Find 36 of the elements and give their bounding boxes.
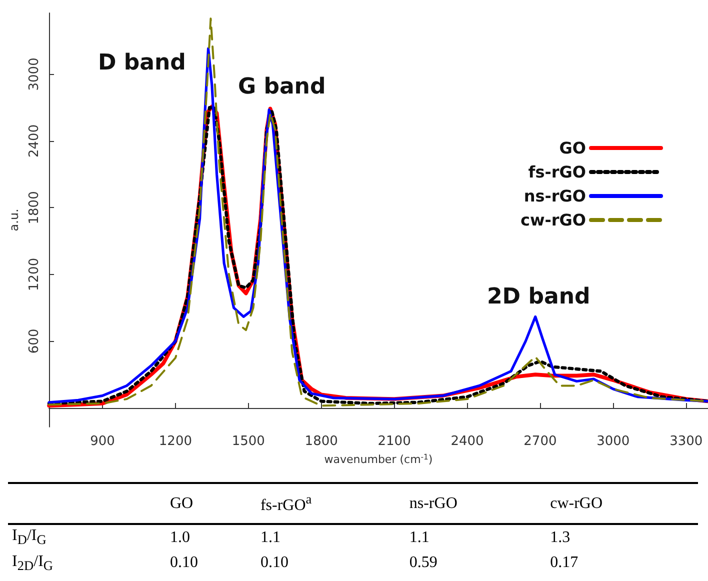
category-label: I$_{D}$/I$_{G}$ [12, 527, 46, 548]
legend-label: ns-rGO [524, 186, 586, 206]
y-tick-label: 1800 [27, 191, 42, 224]
legend-label: fs-rGO [528, 162, 586, 182]
text: 1.1 [260, 528, 280, 546]
y-tick-label: 1200 [27, 258, 42, 291]
x-tick-label: 900 [90, 434, 115, 449]
x-tick-label: 2100 [378, 434, 411, 449]
x-tick-label: 2400 [450, 434, 484, 449]
annotation: 2D band [487, 284, 590, 310]
y-tick-label: 3000 [27, 58, 42, 91]
x-tick-label: 3000 [596, 434, 630, 449]
y-tick-label: 600 [27, 328, 42, 354]
category-label: ns-rGO [409, 494, 458, 512]
text: 0.10 [260, 554, 288, 572]
text: 0.10 [170, 554, 198, 572]
annotation: G band [238, 74, 326, 100]
text: 0.59 [409, 554, 438, 572]
text: 1.3 [550, 528, 570, 546]
legend-label: cw-rGO [520, 210, 586, 230]
x-tick-label: 2700 [524, 434, 557, 449]
annotation: D band [98, 50, 186, 76]
legend-label: GO [559, 138, 586, 158]
x-tick-label: 3300 [670, 434, 703, 449]
y-tick-label: 2400 [27, 124, 42, 158]
text: 1.1 [409, 528, 430, 546]
category-label: fs-rGO$^{a}$ [260, 492, 312, 514]
category-label: I$_{2D}$/I$_{G}$ [12, 552, 54, 573]
x-tick-label: 1800 [304, 434, 338, 449]
x-tick-label: 1200 [158, 434, 192, 449]
category-label: GO [170, 494, 194, 512]
x-tick-label: 1500 [232, 434, 265, 449]
text: 1.0 [170, 528, 190, 546]
category-label: cw-rGO [550, 494, 603, 512]
text: 0.17 [550, 554, 578, 572]
y-axis-title: a.u. [7, 208, 22, 232]
